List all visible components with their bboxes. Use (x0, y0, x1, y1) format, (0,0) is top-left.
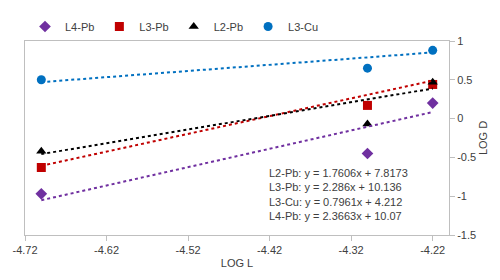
svg-text:L3-Pb: L3-Pb (139, 21, 168, 33)
svg-text:-4.72: -4.72 (12, 244, 37, 256)
svg-text:-4.52: -4.52 (176, 244, 201, 256)
svg-text:L2-Pb: L2-Pb (214, 21, 243, 33)
svg-text:0.5: 0.5 (457, 74, 472, 86)
svg-text:LOG D: LOG D (477, 121, 489, 155)
svg-text:-4.42: -4.42 (257, 244, 282, 256)
svg-text:-0.5: -0.5 (457, 151, 476, 163)
svg-text:L2-Pb: y = 1.7606x + 7.8173L3-: L2-Pb: y = 1.7606x + 7.8173L3-Pb: y = 2.… (269, 167, 408, 222)
svg-text:L4-Pb: L4-Pb (65, 21, 94, 33)
svg-text:0: 0 (457, 112, 463, 124)
svg-text:-4.32: -4.32 (339, 244, 364, 256)
svg-text:-1: -1 (457, 190, 467, 202)
svg-text:1: 1 (457, 35, 463, 47)
svg-text:-4.22: -4.22 (420, 244, 445, 256)
svg-text:LOG L: LOG L (221, 257, 253, 269)
svg-text:-1.5: -1.5 (457, 229, 476, 241)
svg-text:-4.62: -4.62 (94, 244, 119, 256)
svg-text:L3-Cu: L3-Cu (288, 21, 318, 33)
